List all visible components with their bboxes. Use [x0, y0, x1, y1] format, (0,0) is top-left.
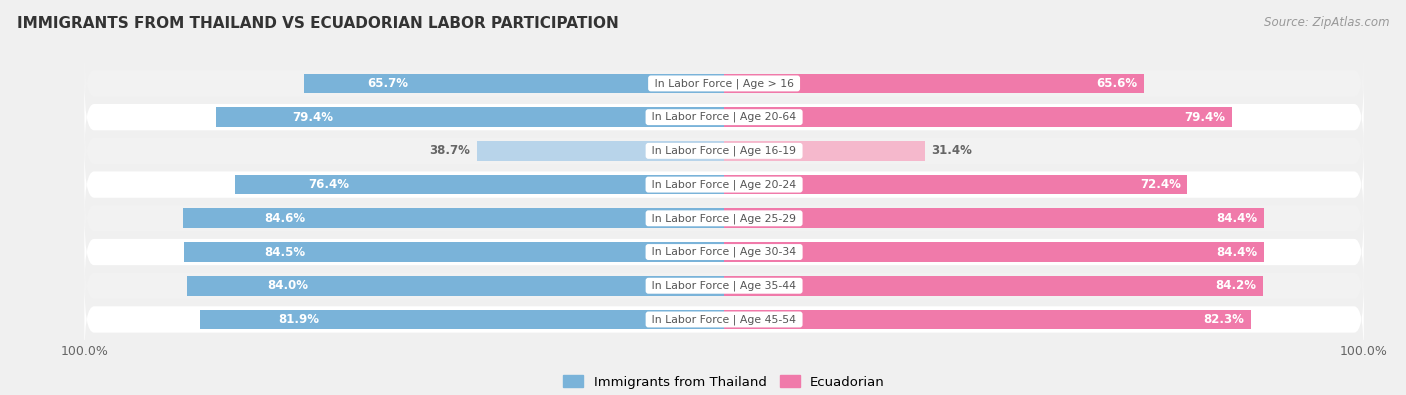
Text: 84.4%: 84.4%	[1216, 246, 1257, 259]
Text: In Labor Force | Age 35-44: In Labor Force | Age 35-44	[648, 280, 800, 291]
Text: Source: ZipAtlas.com: Source: ZipAtlas.com	[1264, 16, 1389, 29]
Text: In Labor Force | Age 30-34: In Labor Force | Age 30-34	[648, 247, 800, 257]
FancyBboxPatch shape	[84, 113, 1364, 188]
Text: 79.4%: 79.4%	[292, 111, 333, 124]
Text: 84.5%: 84.5%	[264, 246, 305, 259]
Bar	[724, 242, 1264, 262]
Text: 38.7%: 38.7%	[429, 144, 470, 157]
FancyBboxPatch shape	[84, 181, 1364, 256]
Text: 84.6%: 84.6%	[264, 212, 305, 225]
Text: 84.0%: 84.0%	[267, 279, 308, 292]
Legend: Immigrants from Thailand, Ecuadorian: Immigrants from Thailand, Ecuadorian	[558, 370, 890, 394]
Text: 76.4%: 76.4%	[309, 178, 350, 191]
Text: 79.4%: 79.4%	[1185, 111, 1226, 124]
Bar	[477, 141, 724, 161]
Bar	[183, 209, 724, 228]
FancyBboxPatch shape	[84, 80, 1364, 154]
Text: In Labor Force | Age 20-64: In Labor Force | Age 20-64	[648, 112, 800, 122]
Text: IMMIGRANTS FROM THAILAND VS ECUADORIAN LABOR PARTICIPATION: IMMIGRANTS FROM THAILAND VS ECUADORIAN L…	[17, 16, 619, 31]
Text: In Labor Force | Age 25-29: In Labor Force | Age 25-29	[648, 213, 800, 224]
FancyBboxPatch shape	[84, 282, 1364, 357]
Text: 84.2%: 84.2%	[1215, 279, 1257, 292]
Bar	[724, 107, 1232, 127]
Bar	[724, 141, 925, 161]
Bar	[184, 242, 724, 262]
Text: 84.4%: 84.4%	[1216, 212, 1257, 225]
Bar	[724, 209, 1264, 228]
Bar	[724, 175, 1187, 194]
Bar	[187, 276, 724, 295]
Text: 65.7%: 65.7%	[367, 77, 408, 90]
Text: In Labor Force | Age 20-24: In Labor Force | Age 20-24	[648, 179, 800, 190]
Bar	[724, 276, 1263, 295]
Text: 65.6%: 65.6%	[1097, 77, 1137, 90]
FancyBboxPatch shape	[84, 248, 1364, 323]
Bar	[304, 73, 724, 93]
Text: In Labor Force | Age > 16: In Labor Force | Age > 16	[651, 78, 797, 89]
FancyBboxPatch shape	[84, 46, 1364, 121]
Text: 82.3%: 82.3%	[1204, 313, 1244, 326]
Text: 31.4%: 31.4%	[931, 144, 972, 157]
Bar	[200, 310, 724, 329]
Bar	[217, 107, 724, 127]
FancyBboxPatch shape	[84, 147, 1364, 222]
FancyBboxPatch shape	[84, 214, 1364, 290]
Text: In Labor Force | Age 45-54: In Labor Force | Age 45-54	[648, 314, 800, 325]
Text: 72.4%: 72.4%	[1140, 178, 1181, 191]
Bar	[724, 73, 1143, 93]
Bar	[724, 310, 1250, 329]
Text: 81.9%: 81.9%	[278, 313, 319, 326]
Text: In Labor Force | Age 16-19: In Labor Force | Age 16-19	[648, 146, 800, 156]
Bar	[235, 175, 724, 194]
